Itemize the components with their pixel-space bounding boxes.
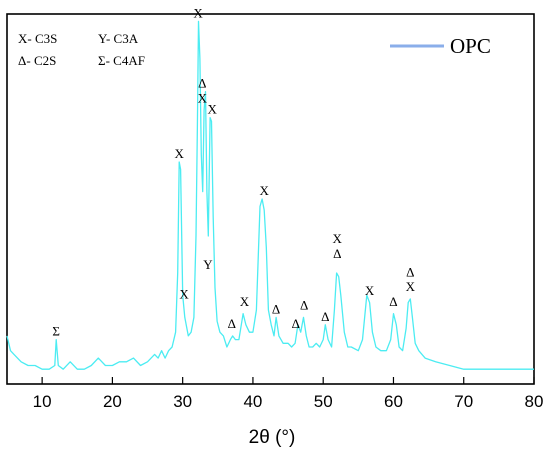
peak-label-5: X (198, 91, 208, 106)
x-tick-label-10: 10 (33, 392, 52, 411)
x-axis-tick-labels: 10 20 30 40 50 60 70 80 (33, 392, 544, 411)
x-tick-label-70: 70 (454, 392, 473, 411)
x-axis-ticks (41, 377, 535, 384)
x-axis-title: 2θ (°) (249, 427, 296, 448)
peak-label-17: X (365, 283, 375, 298)
phase-key-c2s: Δ- C2S (18, 53, 56, 68)
phase-key-c4af: Σ- C4AF (98, 53, 145, 68)
peak-label-12: Δ (292, 316, 300, 331)
peak-label-11: Δ (272, 301, 280, 316)
peak-label-14: Δ (321, 309, 329, 324)
peak-label-3: X (193, 5, 203, 20)
peak-label-18: Δ (389, 294, 397, 309)
peak-label-6: Y (203, 257, 213, 272)
phase-key: X- C3S Y- C3A Δ- C2S Σ- C4AF (18, 31, 145, 68)
x-tick-label-60: 60 (384, 392, 403, 411)
peak-label-20: X (406, 279, 416, 294)
peak-label-1: X (174, 146, 184, 161)
peak-label-13: Δ (300, 298, 308, 313)
phase-key-c3a: Y- C3A (98, 31, 139, 46)
peak-label-16: Δ (333, 246, 341, 261)
x-tick-label-30: 30 (173, 392, 192, 411)
x-tick-label-50: 50 (314, 392, 333, 411)
peak-label-8: Δ (228, 316, 236, 331)
peak-label-0: Σ (52, 324, 60, 339)
peak-label-19: Δ (406, 264, 414, 279)
phase-key-c3s: X- C3S (18, 31, 57, 46)
peak-label-2: X (179, 287, 189, 302)
series-line-opc (6, 20, 534, 370)
peak-label-7: X (207, 102, 217, 117)
peak-label-15: X (333, 231, 343, 246)
x-tick-label-40: 40 (243, 392, 262, 411)
plot-area-frame (6, 13, 535, 385)
legend: OPC (390, 34, 491, 58)
legend-label-opc: OPC (450, 34, 491, 58)
x-tick-label-80: 80 (525, 392, 544, 411)
peak-label-9: X (240, 294, 250, 309)
peak-label-4: Δ (198, 76, 206, 91)
x-tick-label-20: 20 (103, 392, 122, 411)
peak-label-10: X (259, 183, 269, 198)
